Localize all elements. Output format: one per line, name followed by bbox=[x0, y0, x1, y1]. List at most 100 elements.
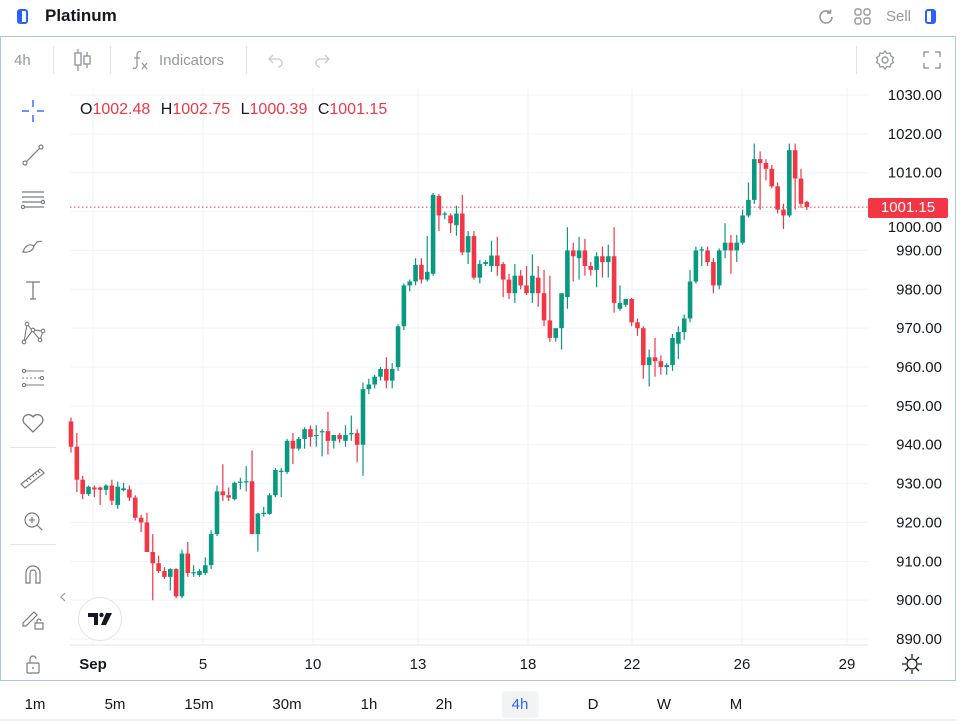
high-label: H bbox=[160, 101, 173, 118]
candle-body bbox=[378, 368, 383, 377]
price-axis-label: 1000.00 bbox=[888, 219, 942, 236]
candle-body bbox=[787, 150, 792, 216]
refresh-icon[interactable] bbox=[816, 7, 836, 27]
axis-settings-icon[interactable] bbox=[901, 653, 923, 675]
candle-body bbox=[471, 236, 477, 278]
zoom-in-tool[interactable] bbox=[18, 506, 48, 536]
left-panel-toggle-icon[interactable] bbox=[17, 9, 28, 24]
sell-button[interactable]: Sell bbox=[886, 8, 912, 25]
time-axis-label: 18 bbox=[519, 656, 537, 673]
price-axis-label: 1010.00 bbox=[888, 165, 942, 182]
candle-body bbox=[477, 264, 483, 278]
favorites-tool[interactable] bbox=[18, 408, 48, 438]
candle-body bbox=[389, 368, 395, 381]
candle-body bbox=[366, 384, 372, 390]
heart-icon bbox=[22, 413, 44, 433]
timeframe-30m[interactable]: 30m bbox=[272, 696, 302, 713]
text-tool[interactable] bbox=[18, 275, 48, 305]
candle-body bbox=[489, 255, 494, 266]
price-axis-label: 970.00 bbox=[896, 320, 942, 337]
collapse-toolbar-icon[interactable] bbox=[60, 592, 66, 602]
candle-body bbox=[565, 250, 570, 298]
candle-body bbox=[331, 435, 337, 441]
candle-body bbox=[197, 571, 202, 575]
high-value: 1002.75 bbox=[172, 101, 231, 118]
candle-body bbox=[716, 250, 722, 286]
candle-body bbox=[92, 487, 97, 490]
crosshair-tool[interactable] bbox=[18, 96, 48, 126]
candle-body bbox=[214, 491, 220, 535]
unlock-tool[interactable] bbox=[18, 649, 48, 679]
candle-body bbox=[243, 481, 249, 483]
trend-line-tool[interactable] bbox=[18, 140, 48, 170]
timeframe-15m[interactable]: 15m bbox=[184, 696, 214, 713]
settings-gear-icon[interactable] bbox=[874, 49, 896, 71]
timeframe-5m[interactable]: 5m bbox=[104, 696, 126, 713]
open-value: 1002.48 bbox=[92, 101, 151, 118]
measure-tool[interactable] bbox=[18, 463, 48, 493]
candle-body bbox=[757, 159, 763, 164]
candle-body bbox=[430, 194, 436, 274]
candle-body bbox=[594, 256, 599, 270]
candle-body bbox=[588, 265, 594, 270]
timeframe-4h[interactable]: 4h bbox=[501, 691, 539, 718]
fullscreen-icon[interactable] bbox=[922, 50, 942, 70]
magnet-tool[interactable] bbox=[18, 559, 48, 589]
candle-body bbox=[86, 486, 91, 495]
candle-body bbox=[722, 242, 728, 251]
candle-body bbox=[203, 565, 208, 573]
last-price-label: 1001.15 bbox=[868, 198, 948, 218]
time-axis-label: 26 bbox=[733, 656, 751, 673]
interval-button[interactable]: 4h bbox=[14, 52, 31, 69]
undo-icon[interactable] bbox=[267, 52, 285, 68]
candle-body bbox=[296, 438, 302, 449]
candle-body bbox=[518, 275, 523, 286]
price-axis-label: 930.00 bbox=[896, 476, 942, 493]
candle-body bbox=[325, 431, 331, 441]
timeframe-M[interactable]: M bbox=[729, 696, 743, 713]
tradingview-logo[interactable] bbox=[78, 597, 122, 641]
candle-body bbox=[664, 365, 669, 368]
candle-style-icon[interactable] bbox=[72, 48, 92, 72]
redo-icon[interactable] bbox=[313, 52, 331, 68]
candle-body bbox=[553, 328, 559, 338]
candle-body bbox=[681, 318, 687, 333]
brush-tool[interactable] bbox=[18, 230, 48, 260]
candle-body bbox=[792, 150, 798, 179]
fib-retracement-tool[interactable] bbox=[18, 363, 48, 393]
lock-drawings-tool[interactable] bbox=[18, 604, 48, 634]
candle-body bbox=[769, 168, 775, 187]
indicators-icon[interactable] bbox=[130, 49, 150, 71]
candle-body bbox=[728, 242, 734, 251]
crosshair-icon bbox=[22, 100, 44, 122]
timeframe-1m[interactable]: 1m bbox=[24, 696, 46, 713]
candle-body bbox=[150, 551, 156, 564]
price-axis-label: 1030.00 bbox=[888, 87, 942, 104]
layout-grid-icon[interactable] bbox=[853, 7, 873, 27]
candle-body bbox=[775, 186, 780, 210]
candle-body bbox=[185, 553, 191, 573]
candle-body bbox=[658, 361, 664, 368]
horizontal-lines-tool[interactable] bbox=[18, 185, 48, 215]
price-axis-label: 990.00 bbox=[896, 242, 942, 259]
timeframe-1h[interactable]: 1h bbox=[360, 696, 378, 713]
candle-body bbox=[699, 249, 705, 251]
timeframe-2h[interactable]: 2h bbox=[435, 696, 453, 713]
candle-body bbox=[337, 435, 342, 439]
candle-body bbox=[576, 250, 582, 259]
candle-body bbox=[541, 293, 547, 321]
timeframe-D[interactable]: D bbox=[587, 696, 599, 713]
candle-body bbox=[413, 264, 418, 282]
timeframe-W[interactable]: W bbox=[656, 696, 672, 713]
candle-body bbox=[173, 569, 179, 597]
time-axis-label: 22 bbox=[623, 656, 641, 673]
time-axis-label: 5 bbox=[198, 656, 208, 673]
price-axis-label: 920.00 bbox=[896, 514, 942, 531]
candle-body bbox=[530, 275, 535, 294]
pattern-tool[interactable] bbox=[18, 318, 48, 348]
candle-body bbox=[734, 242, 740, 251]
time-axis-label: 13 bbox=[409, 656, 427, 673]
indicators-button[interactable]: Indicators bbox=[159, 52, 225, 69]
candle-body bbox=[132, 497, 138, 518]
